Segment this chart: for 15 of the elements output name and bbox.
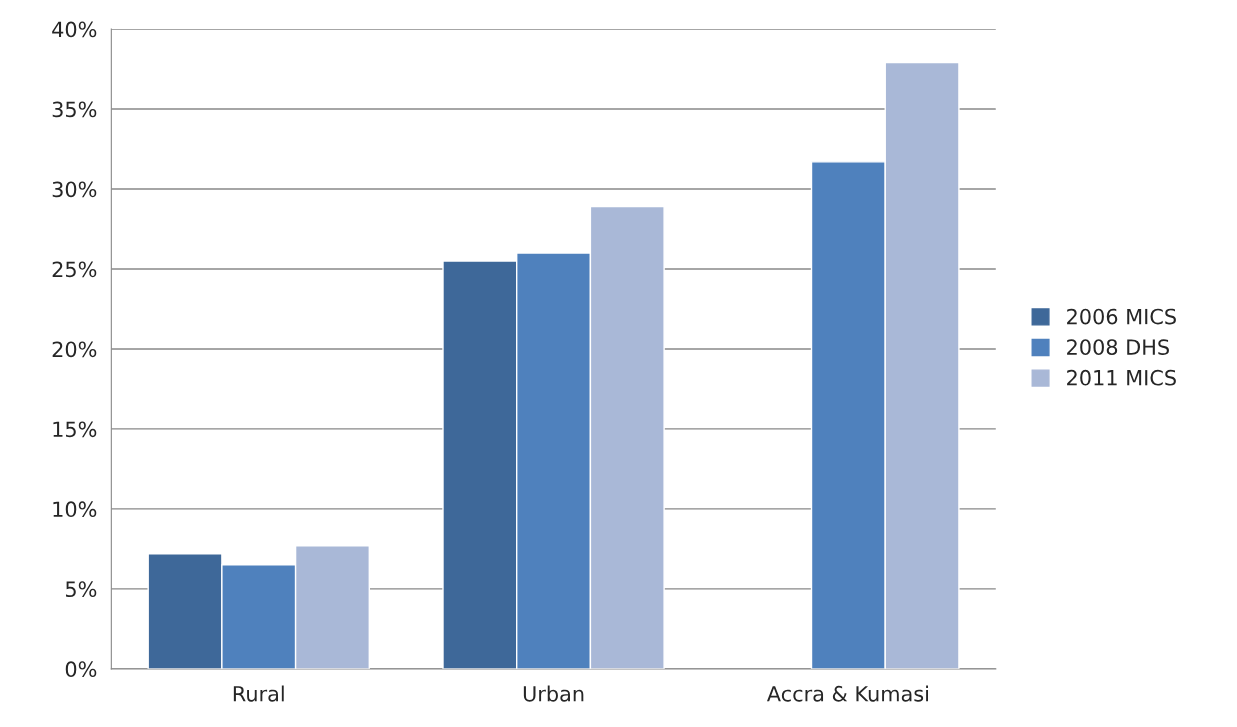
legend-label: 2006 MICS [1067,308,1176,325]
x-tick-label: Rural [233,685,284,702]
y-tick-label: 30% [52,181,97,198]
x-tick-label: Accra & Kumasi [766,685,928,702]
y-tick-label: 40% [52,21,97,38]
y-tick-label: 15% [53,421,97,438]
y-tick-label: 25% [52,261,97,278]
y-tick-label: 20% [52,341,97,358]
legend-label: 2011 MICS [1067,369,1176,386]
x-tick-label: Urban [523,685,584,702]
y-tick-label: 10% [53,501,97,518]
y-tick-label: 0% [65,661,97,678]
y-tick-label: 35% [52,101,97,118]
y-tick-label: 5% [66,581,97,598]
legend-label: 2008 DHS [1067,339,1169,355]
